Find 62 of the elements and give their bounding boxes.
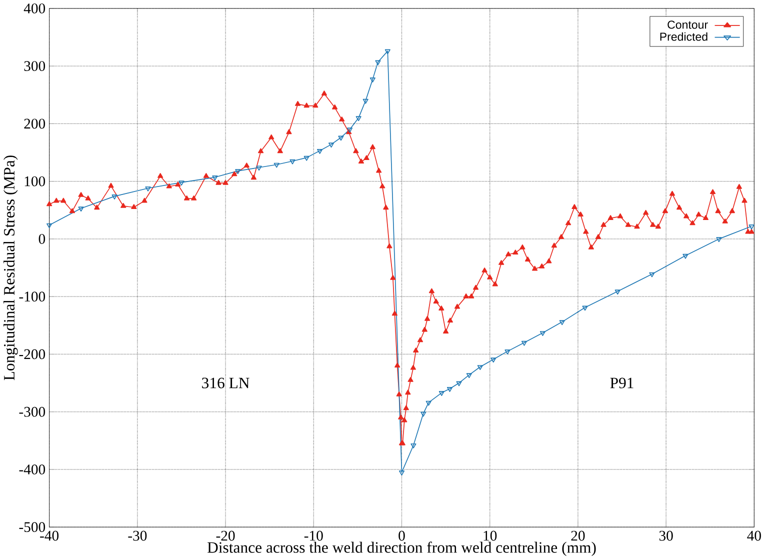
x-tick-label: 40 (747, 531, 761, 541)
point (466, 373, 472, 378)
point (235, 169, 241, 174)
point (614, 290, 620, 295)
x-tick-label: -40 (40, 531, 59, 541)
point (410, 444, 416, 449)
y-tick-label: 400 (24, 4, 46, 14)
point (370, 78, 376, 83)
point (426, 401, 432, 406)
y-tick-label: -200 (19, 349, 46, 360)
point (274, 163, 280, 168)
point (582, 306, 588, 311)
point (212, 176, 218, 181)
x-tick-label: 30 (659, 531, 673, 541)
y-tick-label: -300 (19, 407, 46, 418)
point (446, 387, 453, 392)
y-tick-label: -400 (19, 464, 46, 475)
point (521, 341, 527, 346)
y-tick-label: 200 (24, 118, 46, 129)
x-axis-title: Distance across the weld direction from weld centreline (mm) (208, 542, 596, 556)
point (338, 136, 344, 141)
y-tick-label: 100 (24, 176, 46, 187)
point (304, 156, 310, 162)
point (256, 166, 262, 171)
point (504, 350, 510, 355)
point (438, 391, 444, 396)
x-tick-label: -10 (304, 531, 323, 541)
point (328, 142, 334, 148)
point (490, 358, 496, 363)
point (356, 116, 362, 122)
point (540, 331, 546, 336)
x-tick-label: -20 (216, 531, 235, 541)
point (477, 365, 483, 370)
legend-label: Contour (668, 20, 708, 30)
point (398, 470, 405, 476)
annotation: 316 LN (202, 378, 250, 389)
point (178, 180, 184, 186)
point (145, 186, 151, 192)
y-tick-label: 300 (24, 61, 46, 72)
x-tick-label: -30 (128, 531, 147, 541)
annotation: P91 (610, 378, 634, 389)
y-tick-label: -100 (19, 292, 46, 302)
point (559, 320, 565, 326)
legend-label: Predicted (660, 32, 708, 42)
point (317, 149, 323, 154)
x-tick-label: 10 (484, 531, 497, 541)
point (716, 237, 722, 242)
x-tick-label: 20 (571, 531, 585, 541)
point (375, 60, 381, 66)
point (78, 206, 84, 212)
y-tick-label: 0 (38, 234, 46, 244)
y-tick-label: -500 (19, 522, 46, 532)
point (456, 381, 462, 386)
point (420, 412, 426, 417)
y-axis-title: Longitudinal Residual Stress (MPa) (4, 156, 18, 380)
point (290, 160, 296, 165)
point (112, 194, 118, 200)
point (682, 254, 688, 260)
x-tick-label: 0 (398, 531, 405, 541)
point (649, 272, 655, 278)
point (384, 50, 390, 54)
point (362, 99, 368, 104)
